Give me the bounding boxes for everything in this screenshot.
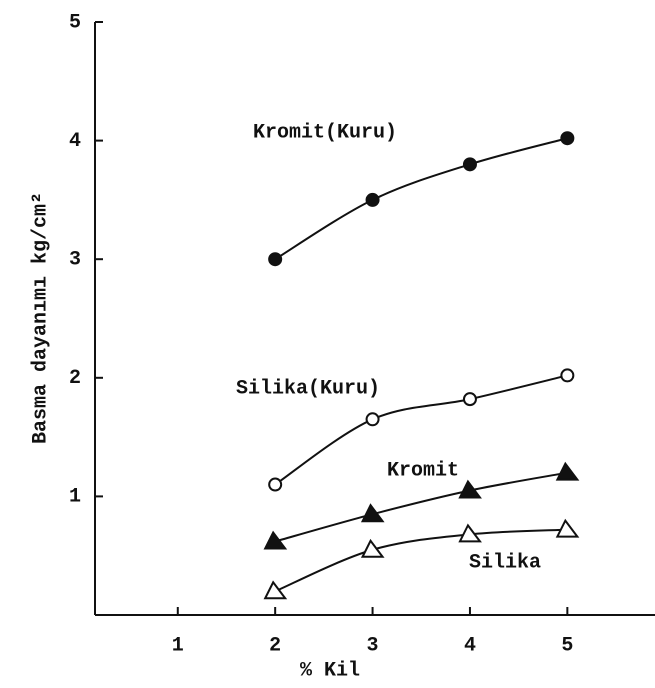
point xyxy=(268,252,283,267)
series-line xyxy=(274,528,568,593)
x-axis-label: % Kil xyxy=(300,659,360,682)
x-tick-label: 2 xyxy=(269,634,281,657)
point xyxy=(462,392,477,407)
series-label: Silika(Kuru) xyxy=(236,377,380,400)
point xyxy=(560,131,575,146)
point xyxy=(365,192,380,207)
x-tick-label: 5 xyxy=(561,634,573,657)
series-line xyxy=(274,137,568,261)
y-tick-label: 4 xyxy=(69,130,81,153)
point xyxy=(560,368,575,383)
point xyxy=(365,412,380,427)
point xyxy=(360,503,385,523)
series-label: Kromit(Kuru) xyxy=(253,121,397,144)
y-tick-label: 3 xyxy=(69,248,81,271)
x-tick-label: 4 xyxy=(464,634,476,657)
y-tick-label: 1 xyxy=(69,486,81,509)
x-tick-label: 3 xyxy=(367,634,379,657)
y-axis-label: Basma dayanımı kg/cm² xyxy=(29,192,52,444)
point xyxy=(555,518,580,538)
point xyxy=(263,530,288,550)
series-line xyxy=(274,374,568,486)
series-label: Silika xyxy=(469,551,541,574)
point xyxy=(268,477,283,492)
point xyxy=(458,479,482,499)
y-tick-label: 2 xyxy=(69,367,81,390)
point xyxy=(263,580,288,600)
series-line xyxy=(274,471,568,543)
series-label: Kromit xyxy=(387,459,459,482)
point xyxy=(360,538,385,558)
point xyxy=(458,523,482,543)
point xyxy=(462,157,477,172)
x-tick-label: 1 xyxy=(172,634,184,657)
y-tick-label: 5 xyxy=(69,11,81,34)
point xyxy=(555,461,580,481)
